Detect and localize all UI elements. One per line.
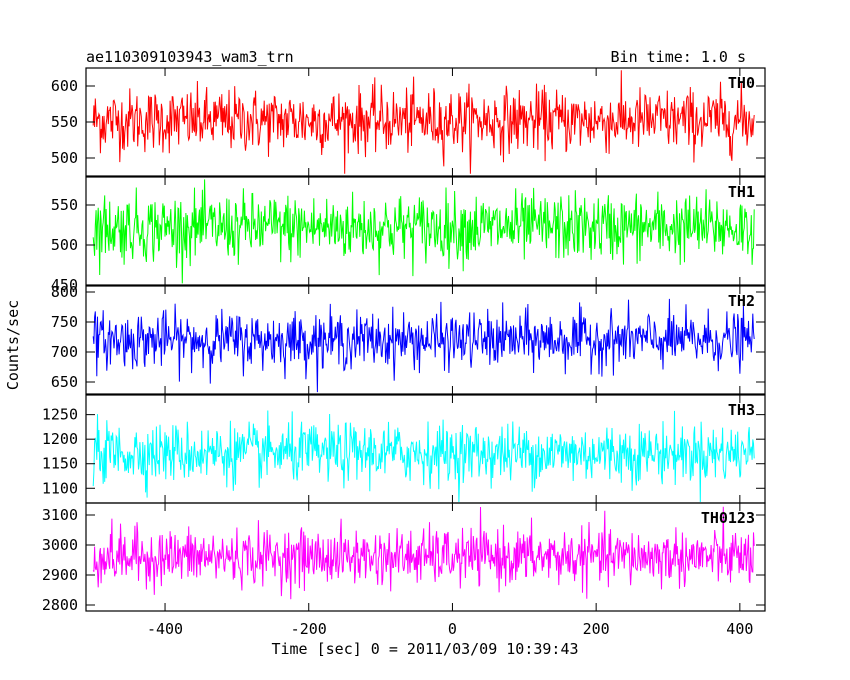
y-tick-label: 1100 — [42, 479, 78, 497]
series-line-th1 — [92, 179, 755, 284]
y-tick-label: 750 — [51, 313, 78, 331]
series-line-th0123 — [92, 506, 755, 600]
panel-frame — [85, 285, 766, 395]
x-tick-label: 0 — [448, 620, 457, 638]
y-axis-label: Counts/sec — [4, 300, 22, 390]
x-axis: -400 -200 0 200 400 — [147, 68, 753, 638]
y-tick-label: 1200 — [42, 430, 78, 448]
y-tick-label: 1150 — [42, 455, 78, 473]
y-tick-label: 2800 — [42, 596, 78, 614]
panel-th1: 450 500 550 TH1 — [51, 176, 766, 294]
series-line-th3 — [92, 410, 755, 503]
y-tick-label: 600 — [51, 77, 78, 95]
panel-frame — [85, 502, 766, 612]
x-axis-label: Time [sec] 0 = 2011/03/09 10:39:43 — [271, 640, 578, 658]
y-tick-label: 500 — [51, 149, 78, 167]
x-tick-label: -400 — [147, 620, 183, 638]
series-line-th0 — [92, 70, 755, 174]
y-tick-label: 2900 — [42, 566, 78, 584]
x-tick-label: -200 — [291, 620, 327, 638]
y-tick-label: 700 — [51, 343, 78, 361]
series-line-th2 — [92, 298, 755, 393]
y-tick-label: 500 — [51, 236, 78, 254]
panel-label: TH3 — [728, 401, 755, 419]
chart-title: ae110309103943_wam3_trn — [86, 48, 294, 66]
panel-label: TH2 — [728, 292, 755, 310]
panel-th0123: 2800 2900 3000 3100 TH0123 — [42, 502, 766, 614]
x-tick-label: 200 — [583, 620, 610, 638]
panel-th3: 1100 1150 1200 1250 TH3 — [42, 394, 766, 504]
panel-th0: 500 550 600 TH0 — [51, 67, 766, 177]
panel-th2: 650 700 750 800 TH2 — [51, 283, 766, 395]
y-tick-label: 800 — [51, 283, 78, 301]
y-tick-label: 450 — [51, 276, 78, 294]
y-tick-label: 3000 — [42, 536, 78, 554]
y-tick-label: 1250 — [42, 406, 78, 424]
y-tick-label: 550 — [51, 196, 78, 214]
bin-time-label: Bin time: 1.0 s — [611, 48, 746, 66]
panel-label: TH1 — [728, 183, 755, 201]
panel-label: TH0123 — [701, 509, 755, 527]
panel-frame — [85, 176, 766, 286]
y-tick-label: 650 — [51, 373, 78, 391]
panel-label: TH0 — [728, 74, 755, 92]
y-tick-label: 3100 — [42, 506, 78, 524]
panel-group: 500 550 600 TH0 450 500 550 TH1 650 700 750 800 TH2 1… — [42, 67, 766, 614]
y-tick-label: 550 — [51, 113, 78, 131]
x-tick-label: 400 — [726, 620, 753, 638]
